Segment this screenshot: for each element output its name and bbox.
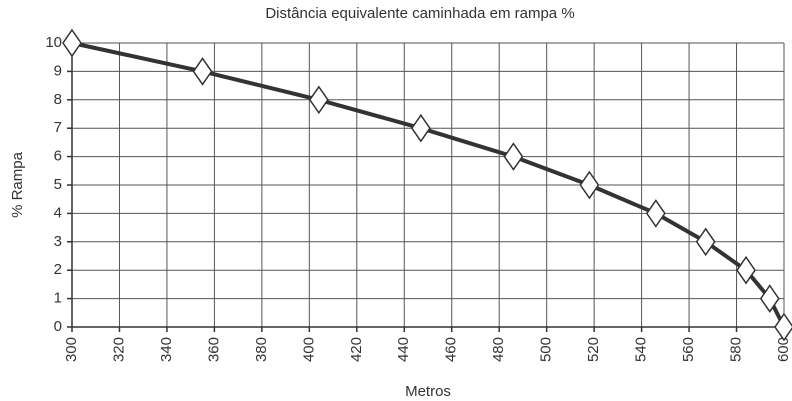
x-tick-label: 320 <box>110 337 127 362</box>
data-point <box>695 227 716 257</box>
y-tick-label: 8 <box>54 91 62 108</box>
data-point <box>645 199 666 228</box>
data-point <box>736 255 756 285</box>
y-axis-label: % Rampa <box>9 151 26 218</box>
data-point <box>774 312 792 342</box>
x-tick-label: 440 <box>395 337 412 362</box>
x-tick-label: 340 <box>158 337 175 362</box>
x-tick-label: 360 <box>205 337 222 362</box>
data-point <box>62 28 82 58</box>
y-tick-label: 1 <box>54 290 62 307</box>
x-tick-label: 580 <box>728 337 745 362</box>
x-tick-label: 460 <box>443 337 460 362</box>
y-tick-label: 10 <box>45 34 62 51</box>
data-point <box>759 284 780 313</box>
x-tick-label: 300 <box>63 337 80 362</box>
x-tick-label: 520 <box>585 337 602 362</box>
x-tick-label: 500 <box>538 337 555 362</box>
y-tick-label: 4 <box>54 204 62 221</box>
y-tick-label: 0 <box>54 318 62 335</box>
x-tick-label: 600 <box>775 337 792 362</box>
x-axis-label: Metros <box>405 383 451 400</box>
x-tick-label: 380 <box>253 337 270 362</box>
y-tick-label: 3 <box>54 233 62 250</box>
data-point <box>410 113 431 143</box>
x-tick-label: 480 <box>490 337 507 362</box>
data-point <box>308 85 329 115</box>
y-tick-label: 5 <box>54 176 62 193</box>
x-tick-label: 540 <box>633 337 650 362</box>
y-tick-label: 6 <box>54 148 62 165</box>
data-point <box>503 142 524 171</box>
chart-title: Distância equivalente caminhada em rampa… <box>265 5 574 22</box>
data-point <box>192 57 213 86</box>
y-tick-label: 7 <box>54 119 62 136</box>
x-tick-label: 560 <box>680 337 697 362</box>
y-tick-label: 9 <box>54 62 62 79</box>
x-tick-label: 400 <box>300 337 317 362</box>
x-tick-label: 420 <box>348 337 365 362</box>
y-tick-label: 2 <box>54 261 62 278</box>
data-point <box>579 170 600 200</box>
